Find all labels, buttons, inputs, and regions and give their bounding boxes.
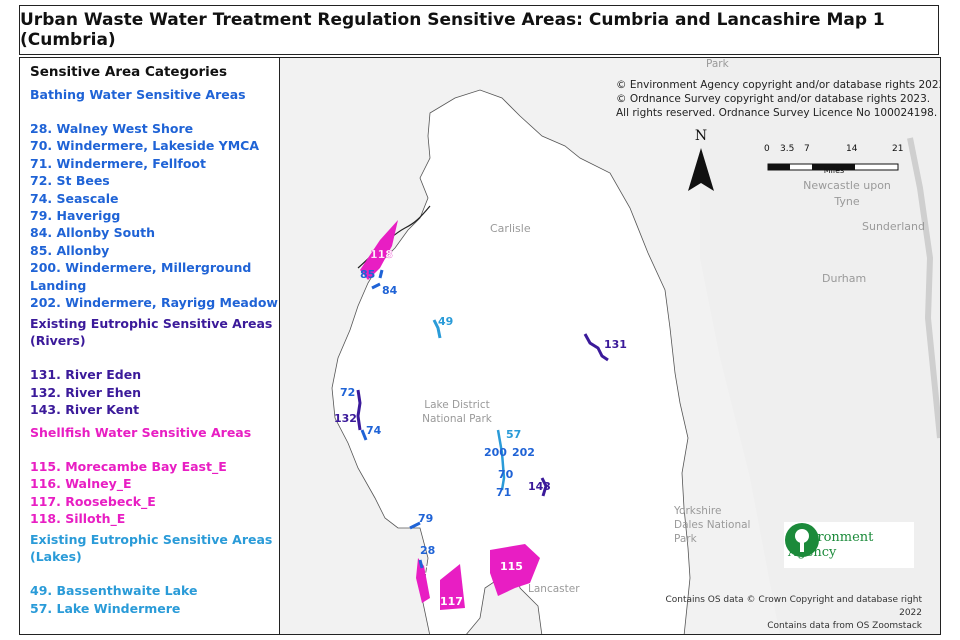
- area-windermere: [496, 429, 506, 491]
- legend-list-shellfish: 115. Morecambe Bay East_E 116. Walney_E …: [30, 458, 280, 528]
- label-132: 132: [334, 412, 357, 425]
- map-title: Urban Waste Water Treatment Regulation S…: [20, 10, 885, 50]
- legend-item: 74. Seascale: [30, 190, 119, 206]
- legend-item: 118. Silloth_E: [30, 510, 126, 526]
- place-durham: Durham: [822, 272, 867, 285]
- credit-line: Contains OS data © Crown Copyright and d…: [665, 595, 922, 618]
- legend-item: 49. Bassenthwaite Lake: [30, 583, 198, 599]
- map-canvas: 118 85 84 49 131 72 132 74 57 200 202 70…: [280, 58, 940, 634]
- scale-tick: 7: [804, 144, 810, 154]
- legend-list-rivers: 131. River Eden 132. River Ehen 143. Riv…: [30, 366, 280, 418]
- label-118: 118: [370, 248, 393, 261]
- ea-logo-icon: [785, 523, 819, 557]
- area-84-allonby-south: [371, 282, 381, 290]
- place-sunderland: Sunderland: [862, 220, 925, 233]
- legend-item: 200. Windermere, Millerground Landing: [30, 260, 252, 293]
- north-arrow-icon: [688, 148, 714, 191]
- scale-tick: 3.5: [780, 144, 795, 154]
- area-117-roosebeck: [440, 564, 465, 610]
- place-yorkshire-dales: Yorkshire Dales National Park: [674, 505, 751, 545]
- legend-item: 28. Walney West Shore: [30, 121, 194, 136]
- label-116: 116: [424, 564, 447, 577]
- copyright-notice: © Environment Agency copyright and/or da…: [616, 78, 941, 120]
- legend-item: 132. River Ehen: [30, 384, 142, 400]
- legend-panel: Sensitive Area Categories Bathing Water …: [19, 57, 281, 635]
- legend-item: 71. Windermere, Fellfoot: [30, 155, 206, 171]
- legend-item: 131. River Eden: [30, 367, 142, 383]
- cumbria-boundary: [331, 89, 691, 634]
- area-131-river-eden: [583, 333, 609, 362]
- area-74-seascale: [360, 429, 368, 441]
- credit-line: Contains data from OS Zoomstack: [767, 621, 922, 631]
- scale-tick: 0: [764, 144, 770, 154]
- legend-category-rivers: Existing Eutrophic Sensitive Areas (Rive…: [30, 316, 273, 349]
- legend-category-bathing: Bathing Water Sensitive Areas: [30, 87, 246, 102]
- label-202: 202: [512, 446, 535, 459]
- label-84: 84: [382, 284, 398, 297]
- legend-category-lakes: Existing Eutrophic Sensitive Areas (Lake…: [30, 532, 273, 565]
- map-panel[interactable]: 118 85 84 49 131 72 132 74 57 200 202 70…: [279, 57, 941, 635]
- area-118-silloth: [360, 220, 398, 280]
- legend-item: 72. St Bees: [30, 173, 110, 189]
- label-57: 57: [506, 428, 521, 441]
- scale-bar: 0 3.5 7 14 21 Miles: [764, 144, 904, 175]
- legend-item: 202. Windermere, Rayrigg Meadow: [30, 295, 278, 311]
- label-70: 70: [498, 468, 514, 481]
- legend-item: 79. Haverigg: [30, 208, 121, 224]
- area-79-haverigg: [409, 521, 421, 530]
- place-carlisle: Carlisle: [490, 222, 531, 235]
- north-label: N: [694, 128, 708, 144]
- legend-item: 117. Roosebeck_E: [30, 493, 156, 509]
- legend-list-bathing: 28. Walney West Shore 70. Windermere, La…: [30, 120, 280, 311]
- place-lancaster: Lancaster: [528, 583, 580, 595]
- label-200: 200: [484, 446, 507, 459]
- legend-item: 85. Allonby: [30, 242, 110, 258]
- label-115: 115: [500, 560, 523, 573]
- environment-agency-logo: Environment Agency: [784, 522, 914, 568]
- label-143: 143: [528, 480, 551, 493]
- label-71: 71: [496, 486, 511, 499]
- label-28: 28: [420, 544, 435, 557]
- legend-item: 115. Morecambe Bay East_E: [30, 458, 227, 474]
- legend-item: 143. River Kent: [30, 402, 140, 418]
- area-116-walney: [416, 558, 430, 603]
- place-newcastle: Newcastle upon Tyne: [803, 179, 891, 208]
- north-indicator: N: [684, 128, 718, 144]
- label-117: 117: [440, 595, 463, 608]
- label-49: 49: [438, 315, 453, 328]
- legend-item: 116. Walney_E: [30, 476, 132, 492]
- copyright-line: © Environment Agency copyright and/or da…: [616, 79, 941, 91]
- data-credits: Contains OS data © Crown Copyright and d…: [660, 594, 922, 633]
- label-131: 131: [604, 338, 627, 351]
- title-box: Urban Waste Water Treatment Regulation S…: [19, 5, 939, 55]
- scale-tick: 21: [892, 144, 904, 154]
- north-east-coast: [907, 137, 940, 439]
- area-28-walney: [418, 559, 424, 569]
- copyright-line: All rights reserved. Ordnance Survey Lic…: [616, 107, 938, 119]
- area-49-bassenthwaite: [432, 319, 442, 339]
- place-lake-district: Lake District National Park: [422, 399, 492, 425]
- legend-header: Sensitive Area Categories: [30, 64, 228, 80]
- label-74: 74: [366, 424, 382, 437]
- area-115-morecambe-bay-east: [490, 544, 540, 596]
- scale-tick: 14: [846, 144, 858, 154]
- copyright-line: © Ordnance Survey copyright and/or datab…: [616, 93, 931, 105]
- area-85-allonby: [378, 269, 384, 279]
- label-85: 85: [360, 268, 375, 281]
- legend-item: 70. Windermere, Lakeside YMCA: [30, 138, 259, 154]
- area-132-river-ehen: [356, 389, 362, 431]
- area-143-river-kent: [540, 477, 548, 497]
- scale-unit: Miles: [823, 166, 845, 175]
- legend-item: 84. Allonby South: [30, 225, 156, 241]
- place-park: Park: [706, 58, 729, 70]
- legend-item: 57. Lake Windermere: [30, 600, 181, 616]
- label-72: 72: [340, 386, 355, 399]
- legend-category-shellfish: Shellfish Water Sensitive Areas: [30, 424, 252, 440]
- label-79: 79: [418, 512, 433, 525]
- legend-list-lakes: 49. Bassenthwaite Lake 57. Lake Winderme…: [30, 582, 280, 617]
